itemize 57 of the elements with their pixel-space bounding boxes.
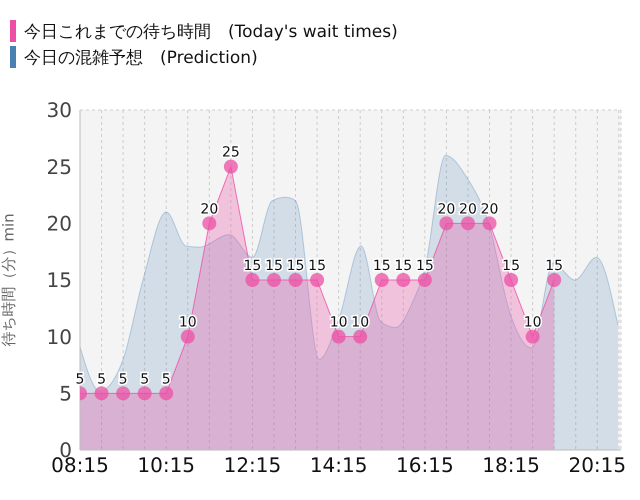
point (202, 216, 216, 230)
point (418, 273, 432, 287)
x-tick-label: 18:15 (482, 453, 540, 478)
data-label: 5 (118, 371, 128, 388)
point (547, 273, 562, 287)
data-label: 15 (308, 258, 326, 274)
x-tick-label: 14:15 (310, 453, 368, 478)
data-label: 15 (394, 258, 412, 274)
point (288, 273, 303, 287)
data-label: 15 (265, 258, 283, 274)
legend-label: 今日の混雑予想 (Prediction) (24, 46, 258, 68)
point (482, 216, 497, 230)
data-label: 25 (222, 144, 240, 161)
x-tick-label: 16:15 (396, 453, 454, 478)
data-label: 20 (480, 201, 498, 218)
point (332, 330, 346, 344)
point (159, 386, 174, 400)
x-tick-label: 20:15 (568, 453, 626, 478)
x-tick-label: 12:15 (224, 453, 282, 478)
point (460, 216, 475, 230)
x-tick-label: 10:15 (137, 453, 196, 478)
data-label: 15 (372, 258, 391, 274)
data-label: 10 (351, 314, 370, 331)
point (310, 273, 324, 287)
data-label: 15 (244, 258, 262, 274)
data-label: 5 (162, 371, 171, 388)
point (353, 330, 368, 344)
data-label: 20 (459, 201, 477, 218)
data-label: 15 (286, 258, 304, 274)
y-axis-title: 待ち時間（分）min (0, 213, 18, 347)
y-tick-label: 30 (46, 98, 72, 122)
data-label: 5 (140, 371, 150, 388)
point (116, 386, 130, 400)
data-label: 20 (438, 201, 456, 218)
point (94, 386, 109, 400)
legend-label: 今日これまでの待ち時間 (Today's wait times) (24, 20, 398, 42)
point (374, 273, 389, 287)
point (138, 386, 152, 400)
point (504, 273, 518, 287)
point (526, 330, 540, 344)
y-tick-label: 20 (46, 211, 72, 236)
data-label: 15 (545, 258, 564, 274)
y-tick-label: 5 (59, 381, 72, 406)
point (180, 330, 195, 344)
point (439, 216, 454, 230)
data-label: 5 (76, 371, 84, 388)
y-tick-label: 25 (46, 154, 72, 179)
point (266, 273, 281, 287)
point (396, 273, 410, 287)
y-tick-label: 10 (46, 324, 72, 349)
data-label: 5 (97, 371, 106, 388)
y-tick-label: 15 (46, 268, 72, 292)
data-label: 15 (416, 258, 434, 274)
data-label: 10 (330, 314, 348, 331)
point (224, 160, 238, 174)
data-label: 10 (178, 314, 197, 331)
point (245, 273, 260, 287)
